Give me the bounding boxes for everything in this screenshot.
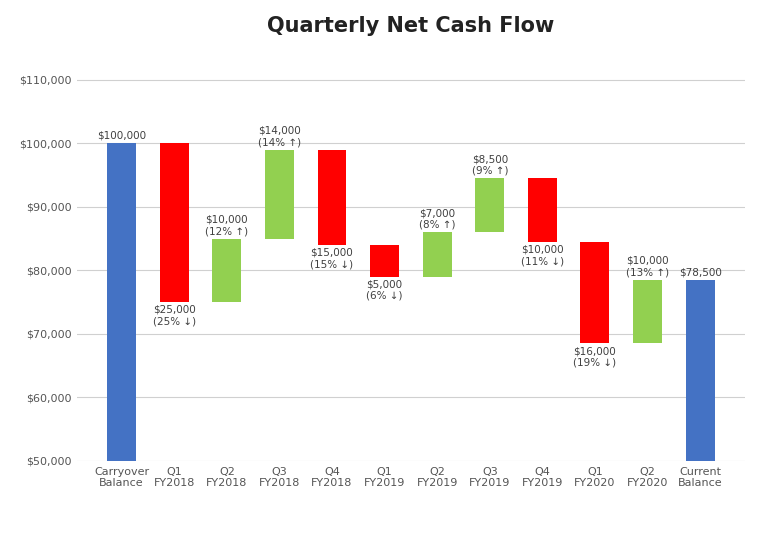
Bar	[265, 150, 294, 239]
Bar	[633, 280, 662, 344]
Bar	[370, 245, 399, 277]
Text: $15,000
(15% ↓): $15,000 (15% ↓)	[310, 248, 353, 269]
Text: $10,000
(11% ↓): $10,000 (11% ↓)	[521, 244, 564, 266]
Bar	[108, 144, 136, 461]
Bar	[528, 178, 557, 242]
Bar	[475, 178, 505, 233]
Bar	[160, 144, 189, 302]
Text: $8,500
(9% ↑): $8,500 (9% ↑)	[472, 154, 508, 176]
Text: $7,000
(8% ↑): $7,000 (8% ↑)	[419, 209, 455, 230]
Text: $78,500: $78,500	[679, 267, 722, 278]
Text: $25,000
(25% ↓): $25,000 (25% ↓)	[153, 305, 196, 326]
Text: $14,000
(14% ↑): $14,000 (14% ↑)	[258, 126, 301, 147]
Bar	[422, 233, 452, 277]
Text: $100,000: $100,000	[97, 131, 146, 141]
Text: $5,000
(6% ↓): $5,000 (6% ↓)	[366, 279, 403, 301]
Bar	[212, 239, 241, 302]
Bar	[686, 280, 714, 461]
Bar	[581, 242, 610, 344]
Title: Quarterly Net Cash Flow: Quarterly Net Cash Flow	[267, 16, 554, 35]
Text: $10,000
(12% ↑): $10,000 (12% ↑)	[205, 214, 248, 236]
Text: $16,000
(19% ↓): $16,000 (19% ↓)	[574, 346, 617, 368]
Text: $10,000
(13% ↑): $10,000 (13% ↑)	[626, 256, 669, 278]
Bar	[317, 150, 346, 245]
